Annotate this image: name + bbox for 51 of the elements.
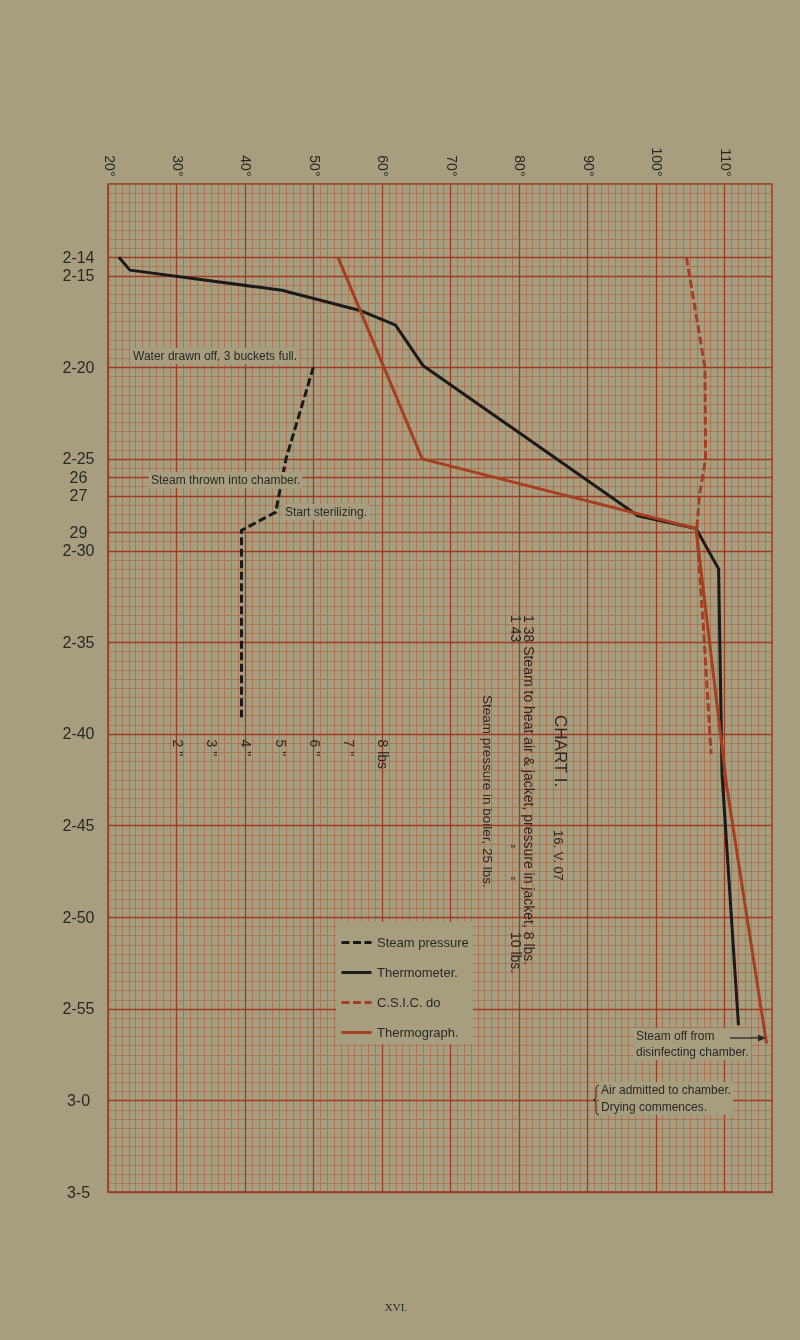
x-tick-label: 100° (649, 147, 666, 177)
x-tick-label: 50° (306, 155, 323, 177)
x2-tick-label: 5 " (272, 739, 289, 757)
legend-label: Thermometer. (377, 964, 458, 980)
y-tick-label: 2-45 (62, 816, 95, 834)
annotation: 1 38 Steam to heat air & jacket, pressure in jacket, 8 lbs. (521, 615, 537, 966)
x-tick-label: 40° (238, 155, 255, 177)
x2-tick-label: 2 " (169, 739, 186, 757)
text: XVI. (384, 1301, 408, 1313)
x-tick-label: 70° (443, 155, 460, 177)
x-tick-label: 60° (375, 155, 392, 177)
annotation: 10 lbs. (508, 932, 524, 974)
x2-tick-label: 3 " (204, 739, 221, 757)
y-tick-label: 2-50 (62, 908, 95, 926)
x-tick-label: 30° (169, 155, 186, 177)
text: 16. V. 07 (551, 830, 566, 881)
annotation: Steam off from disinfecting chamber. (636, 1029, 749, 1059)
y-tick-label: 2-25 (62, 450, 95, 468)
legend-label: C.S.I.C. do (377, 994, 441, 1010)
x2-tick-label: 8 lbs (375, 739, 392, 770)
y-tick-label: 2-35 (62, 633, 95, 651)
y-tick-label: 2-20 (62, 358, 95, 376)
line-series (117, 255, 740, 1027)
x-tick-label: 80° (512, 155, 529, 177)
y-tick-label: 29 (69, 523, 88, 541)
y-tick-label: 3-0 (66, 1091, 91, 1109)
y-tick-label: 2-15 (62, 267, 95, 285)
annotation: Water drawn off, 3 buckets full. (133, 349, 298, 363)
x-tick-label: 110° (717, 148, 734, 177)
y-tick-label: 2-30 (62, 542, 95, 560)
annotation: Steam thrown into chamber. (151, 473, 301, 487)
y-tick-label: 3-5 (66, 1183, 91, 1201)
annotation: " (510, 874, 516, 889)
x2-tick-label: 7 " (341, 739, 358, 757)
y-tick-label: 2-55 (62, 1000, 95, 1018)
legend-label: Steam pressure (377, 934, 469, 950)
y-tick-label: 2-14 (62, 248, 95, 266)
x2-tick-label: 4 " (238, 739, 255, 757)
legend-label: Thermograph. (377, 1024, 459, 1040)
annotation: Steam pressure in boiler, 25 lbs. (480, 695, 495, 888)
x2-tick-label: 6 " (306, 739, 323, 757)
y-tick-label: 27 (69, 487, 88, 505)
text: CHART I. (551, 715, 570, 788)
annotation: " (510, 842, 516, 857)
annotation: 1 43 (508, 615, 524, 643)
y-tick-label: 26 (69, 468, 88, 486)
x-tick-label: 20° (101, 155, 118, 177)
annotation: Start sterilizing. (285, 505, 368, 519)
x-tick-label: 90° (580, 155, 597, 177)
annotation: Air admitted to chamber. Drying commences. (601, 1083, 732, 1114)
y-tick-label: 2-40 (62, 725, 95, 743)
